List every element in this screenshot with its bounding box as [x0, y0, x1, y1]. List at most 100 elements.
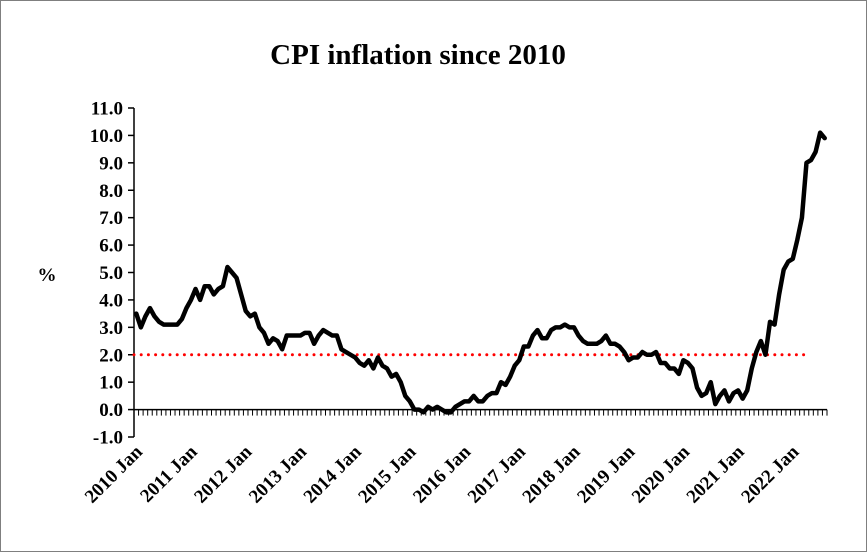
cpi-data-point	[395, 373, 397, 375]
cpi-data-point	[605, 334, 607, 337]
y-axis-label: %	[38, 265, 57, 286]
cpi-data-point	[258, 326, 261, 329]
cpi-data-point	[336, 334, 338, 337]
x-tick-label: 2013 Jan	[245, 441, 311, 507]
cpi-data-point	[285, 334, 288, 337]
cpi-data-point	[144, 315, 147, 318]
cpi-data-point	[135, 312, 138, 315]
cpi-data-point	[212, 293, 215, 296]
cpi-data-point	[723, 389, 726, 392]
cpi-data-point	[495, 392, 498, 394]
cpi-data-point	[181, 318, 183, 320]
chart-title: CPI inflation since 2010	[270, 39, 566, 71]
cpi-data-point	[564, 323, 566, 326]
y-tick-label: 5.0	[99, 263, 123, 284]
cpi-data-point	[805, 162, 808, 164]
cpi-data-point	[523, 345, 525, 348]
cpi-data-point	[527, 345, 530, 348]
cpi-data-point	[687, 362, 689, 364]
y-tick-label: 6.0	[99, 236, 123, 257]
cpi-data-point	[719, 395, 721, 397]
cpi-data-point	[171, 323, 174, 326]
cpi-data-point	[304, 332, 306, 334]
cpi-data-point	[636, 356, 639, 359]
cpi-data-point	[481, 400, 484, 403]
x-tick-label: 2022 Jan	[737, 441, 803, 507]
y-tick-label: 0.0	[99, 400, 123, 421]
cpi-data-point	[281, 348, 283, 351]
cpi-data-point	[664, 362, 666, 364]
cpi-data-point	[194, 288, 197, 290]
cpi-data-point	[349, 353, 352, 356]
cpi-data-point	[377, 356, 379, 359]
cpi-data-point	[577, 334, 580, 337]
axes	[128, 107, 828, 438]
cpi-data-point	[769, 321, 771, 323]
cpi-data-point	[217, 288, 220, 290]
cpi-data-point	[331, 334, 334, 337]
cpi-data-point	[814, 151, 817, 153]
x-tick-label: 2017 Jan	[464, 441, 530, 507]
cpi-data-point	[586, 342, 589, 345]
cpi-data-point	[153, 315, 156, 318]
cpi-data-point	[782, 268, 785, 271]
cpi-data-point	[673, 367, 676, 370]
cpi-data-point	[231, 271, 233, 274]
cpi-data-point	[554, 326, 557, 329]
cpi-data-point	[322, 329, 325, 331]
cpi-data-point	[801, 216, 803, 219]
cpi-data-point	[386, 367, 388, 370]
cpi-data-point	[532, 334, 534, 337]
cpi-data-point	[176, 323, 179, 326]
cpi-data-point	[623, 351, 625, 353]
cpi-data-point	[409, 400, 411, 403]
cpi-data-points	[135, 131, 826, 414]
cpi-data-point	[614, 342, 616, 345]
cpi-data-point	[254, 312, 256, 315]
cpi-data-point	[513, 364, 516, 367]
y-tick-label: 2.0	[99, 345, 123, 366]
cpi-data-point	[404, 395, 407, 397]
cpi-data-point	[792, 257, 794, 260]
cpi-data-point	[764, 353, 767, 356]
cpi-data-point	[226, 266, 229, 268]
cpi-data-point	[367, 359, 370, 362]
cpi-data-point	[582, 340, 584, 342]
cpi-data-point	[632, 356, 635, 359]
cpi-data-point	[741, 397, 744, 400]
cpi-data-point	[472, 395, 475, 397]
cpi-data-point	[486, 395, 489, 397]
y-tick-label: 1.0	[99, 373, 123, 394]
cpi-data-point	[158, 321, 160, 323]
cpi-data-point	[372, 367, 375, 370]
cpi-data-point	[203, 285, 206, 288]
cpi-data-point	[418, 408, 420, 411]
cpi-data-point	[267, 342, 270, 345]
x-tick-label: 2014 Jan	[300, 441, 366, 507]
cpi-data-point	[737, 389, 739, 392]
cpi-data-point	[773, 323, 776, 326]
cpi-data-point	[810, 159, 812, 161]
cpi-data-point	[682, 359, 685, 362]
cpi-data-point	[655, 351, 657, 353]
cpi-data-point	[659, 362, 662, 364]
cpi-data-point	[299, 334, 302, 337]
cpi-data-point	[199, 299, 201, 301]
cpi-data-point	[249, 315, 252, 318]
cpi-series-line	[134, 130, 827, 415]
cpi-data-point	[208, 285, 211, 288]
cpi-data-point	[276, 340, 279, 342]
x-tick-label: 2018 Jan	[519, 441, 585, 507]
cpi-data-point	[459, 403, 461, 405]
y-tick-label: 3.0	[99, 318, 123, 339]
cpi-data-point	[363, 364, 366, 367]
y-tick-label: 10.0	[90, 126, 123, 147]
cpi-data-point	[162, 323, 165, 326]
cpi-data-point	[678, 373, 680, 375]
x-tick-label: 2020 Jan	[628, 441, 694, 507]
cpi-data-point	[732, 392, 735, 394]
cpi-data-point	[609, 342, 612, 345]
cpi-data-point	[431, 408, 434, 411]
cpi-data-point	[823, 137, 826, 139]
